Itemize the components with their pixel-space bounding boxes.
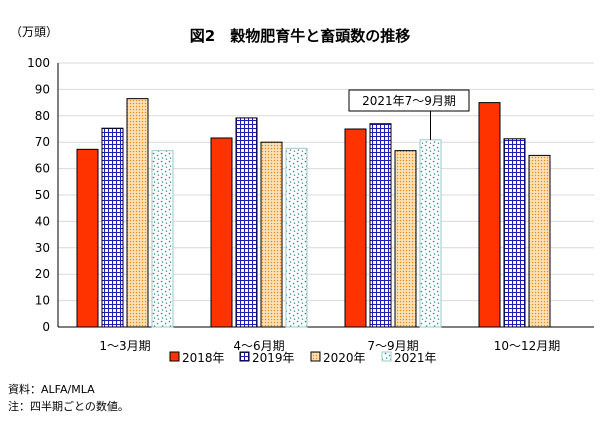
y-tick-label: 10	[35, 294, 50, 308]
legend-swatch	[310, 351, 321, 362]
y-tick-label: 0	[42, 320, 50, 334]
bar-2020年	[394, 150, 417, 328]
source-note: 資料：ALFA/MLA	[8, 383, 95, 396]
bar-2019年	[101, 127, 124, 328]
bar-2021年	[285, 147, 308, 328]
y-tick-label: 40	[35, 214, 50, 228]
legend-label: 2019年	[252, 351, 295, 365]
y-tick-label: 60	[35, 162, 50, 176]
bar-2021年	[151, 150, 174, 328]
y-tick-label: 90	[35, 82, 50, 96]
axes: 0 10 20 30 40 50 60 70 80 90 100 1～3月期 4～6月期 7～9月期 10～…	[27, 56, 594, 353]
bar-2019年	[369, 123, 392, 328]
annotation-box	[348, 89, 470, 112]
x-tick-label: 7～9月期	[367, 339, 418, 353]
bar-2020年	[126, 98, 149, 328]
legend-label: 2021年	[394, 351, 437, 365]
bars	[76, 98, 551, 328]
bar-2019年	[235, 117, 258, 328]
y-tick-label: 80	[35, 109, 50, 123]
y-tick-label: 30	[35, 241, 50, 255]
bar-2020年	[528, 154, 551, 328]
footnote: 注：四半期ごとの数値。	[8, 400, 129, 413]
annotation-text: 2021年7～9月期	[362, 94, 456, 108]
bar-2020年	[260, 141, 283, 328]
legend-swatch	[169, 351, 180, 362]
legend: 2018年 2019年 2020年 2021年	[169, 351, 437, 365]
bar-2019年	[503, 138, 526, 328]
legend-label: 2020年	[323, 351, 366, 365]
x-tick-label: 4～6月期	[233, 339, 284, 353]
bar-2021年	[419, 139, 442, 328]
y-tick-label: 100	[27, 56, 50, 70]
bar-2018年	[344, 128, 367, 328]
y-tick-label: 20	[35, 267, 50, 281]
y-tick-label: 70	[35, 135, 50, 149]
legend-swatch	[239, 351, 250, 362]
legend-swatch	[381, 351, 392, 362]
y-tick-label: 50	[35, 188, 50, 202]
bar-2018年	[210, 137, 233, 328]
chart-title: 図2 穀物肥育牛と畜頭数の推移	[190, 27, 410, 45]
y-axis-unit-label: （万頭）	[10, 25, 58, 39]
legend-label: 2018年	[182, 351, 225, 365]
bar-2018年	[478, 102, 501, 328]
x-tick-label: 10～12月期	[494, 339, 561, 353]
bar-2018年	[76, 148, 99, 328]
x-tick-label: 1～3月期	[99, 339, 150, 353]
